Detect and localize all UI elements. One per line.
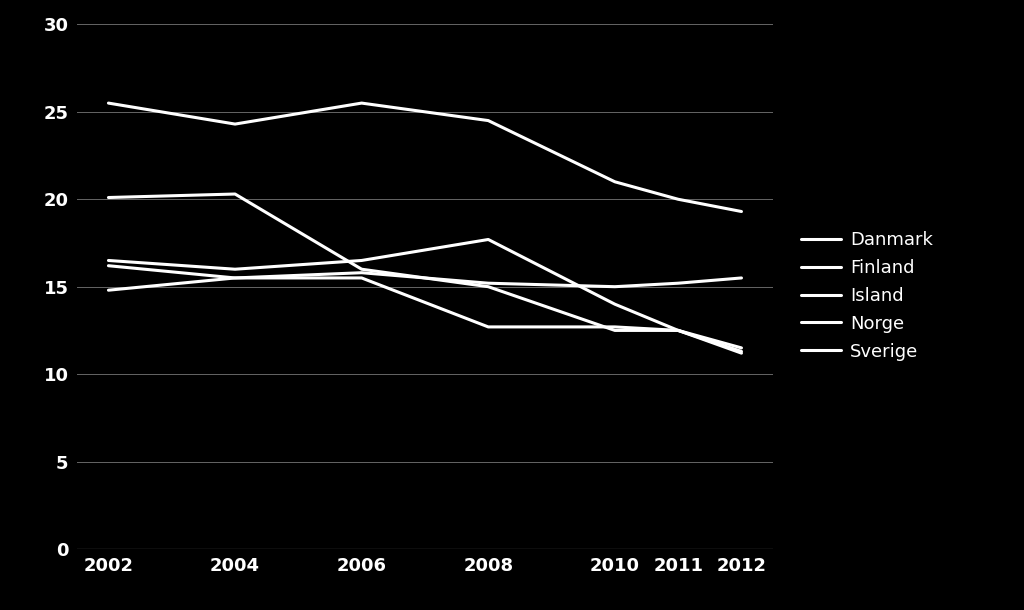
Sverige: [672, 279, 684, 287]
Finland: [672, 327, 684, 334]
Line: Norge: Norge: [109, 266, 741, 348]
Finland: [482, 283, 495, 290]
Island: [735, 350, 748, 357]
Norge: [672, 327, 684, 334]
Legend: Danmark, Finland, Island, Norge, Sverige: Danmark, Finland, Island, Norge, Sverige: [794, 224, 940, 368]
Finland: [102, 194, 115, 201]
Norge: [482, 323, 495, 331]
Finland: [229, 190, 242, 198]
Norge: [735, 344, 748, 351]
Norge: [229, 274, 242, 282]
Line: Finland: Finland: [109, 194, 741, 351]
Norge: [102, 262, 115, 270]
Danmark: [735, 208, 748, 215]
Danmark: [229, 120, 242, 127]
Island: [608, 301, 621, 308]
Sverige: [608, 283, 621, 290]
Danmark: [355, 99, 368, 107]
Island: [229, 265, 242, 273]
Danmark: [608, 178, 621, 185]
Line: Sverige: Sverige: [109, 273, 741, 290]
Danmark: [102, 99, 115, 107]
Sverige: [102, 287, 115, 294]
Finland: [608, 327, 621, 334]
Line: Island: Island: [109, 240, 741, 353]
Sverige: [229, 274, 242, 282]
Norge: [608, 323, 621, 331]
Danmark: [672, 196, 684, 203]
Norge: [355, 274, 368, 282]
Finland: [735, 348, 748, 355]
Sverige: [735, 274, 748, 282]
Island: [355, 257, 368, 264]
Island: [672, 327, 684, 334]
Sverige: [355, 269, 368, 276]
Finland: [355, 265, 368, 273]
Island: [482, 236, 495, 243]
Sverige: [482, 279, 495, 287]
Danmark: [482, 117, 495, 124]
Island: [102, 257, 115, 264]
Line: Danmark: Danmark: [109, 103, 741, 212]
